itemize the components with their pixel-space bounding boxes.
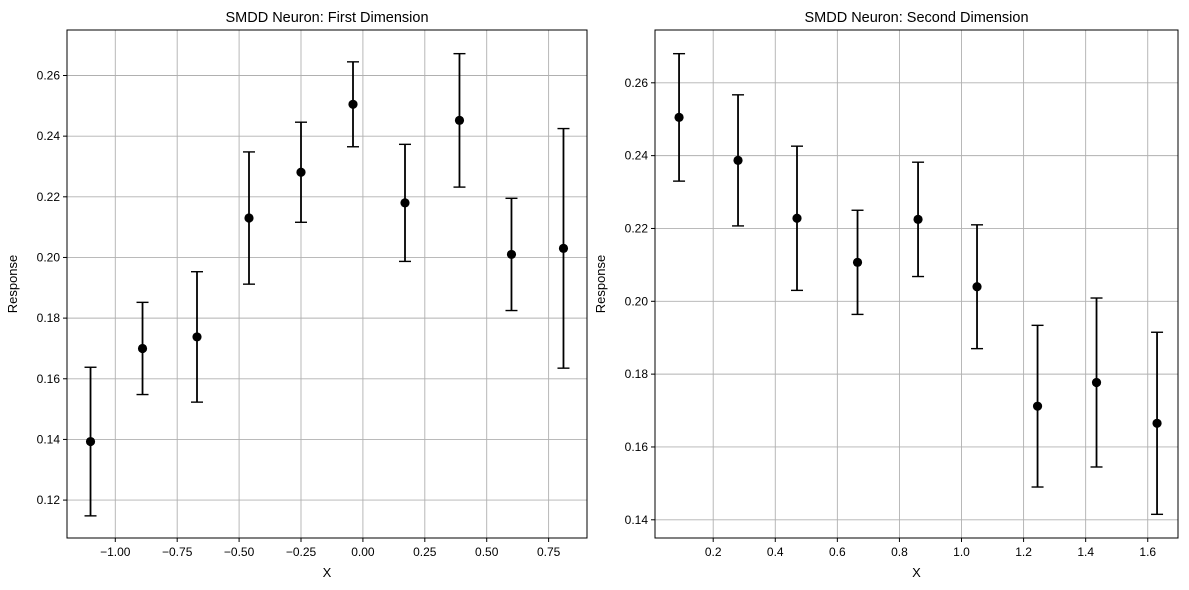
x-tick-label: −0.75 [162,545,193,559]
data-point [1032,401,1043,411]
data-point [506,249,517,260]
y-tick-label: 0.20 [625,294,649,308]
data-point [1091,377,1102,388]
x-axis-label: X [323,565,332,580]
plot-frame [654,29,1179,539]
data-point [400,198,410,208]
data-point [913,214,923,224]
y-tick-label: 0.18 [625,367,649,381]
data-point [296,167,306,177]
chart-panel-2: 0.2 0.4 0.6 0.8 1.0 1.2 1.4 1.6 0.14 0.16 0.18 0.20… [593,10,1179,580]
y-tick-label: 0.22 [625,221,649,235]
y-tick-label: 0.14 [37,432,61,446]
y-tick-label: 0.24 [625,149,649,163]
y-tick-label: 0.16 [625,440,649,454]
x-tick-label: 0.75 [537,545,561,559]
y-tick-label: 0.26 [37,68,61,82]
y-axis-label: Response [593,255,608,314]
x-tick-label: 0.4 [767,545,784,559]
x-tick-label: −0.50 [224,545,255,559]
y-axis-label: Response [5,255,20,314]
y-tick-label: 0.24 [37,129,61,143]
data-point [792,213,802,223]
plot-frame [66,29,588,539]
x-tick-label: 1.6 [1139,545,1156,559]
chart-title: SMDD Neuron: Second Dimension [804,10,1028,26]
y-tick-label: 0.16 [37,372,61,386]
data-point [137,343,148,354]
x-tick-label: 0.00 [351,545,375,559]
y-tick-label: 0.12 [37,493,61,507]
data-point [85,436,96,447]
data-series [673,52,1164,516]
x-tick-label: 0.50 [475,545,499,559]
y-tick-label: 0.22 [37,190,61,204]
x-tick-label: 1.4 [1077,545,1094,559]
data-point [674,112,684,122]
y-tick-label: 0.20 [37,250,61,264]
data-point [192,332,202,342]
x-tick-label: −0.25 [286,545,317,559]
x-tick-label: 1.2 [1015,545,1032,559]
data-point [733,155,743,165]
y-tick-label: 0.26 [625,76,649,90]
data-point [852,257,863,267]
data-point [244,213,254,223]
data-point [454,115,465,125]
x-axis-label: X [912,565,921,580]
y-tick-label: 0.14 [625,513,649,527]
x-tick-label: −1.00 [100,545,131,559]
chart-panel-1: −1.00 −0.75 −0.50 −0.25 0.00 0.25 0.50 0.75 0.12… [5,10,588,580]
x-tick-label: 1.0 [953,545,970,559]
data-point [558,243,569,253]
x-tick-label: 0.8 [891,545,908,559]
x-tick-label: 0.2 [705,545,722,559]
y-tick-label: 0.18 [37,311,61,325]
data-point [348,99,358,109]
chart-title: SMDD Neuron: First Dimension [225,10,428,26]
data-point [972,282,982,292]
x-tick-label: 0.25 [413,545,437,559]
x-tick-label: 0.6 [829,545,846,559]
data-point [1152,418,1162,428]
data-series [84,52,570,517]
